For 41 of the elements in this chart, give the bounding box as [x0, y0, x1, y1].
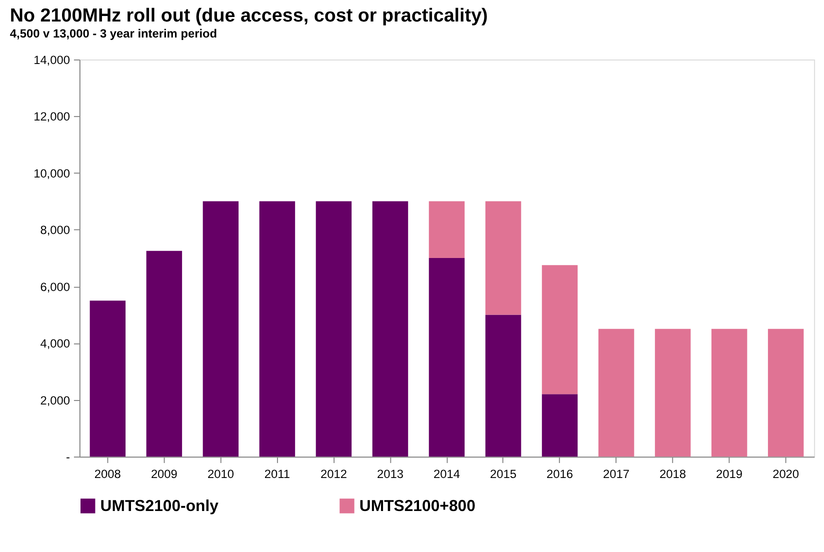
chart-title: No 2100MHz roll out (due access, cost or practicality)	[10, 4, 488, 26]
x-tick-label: 2013	[376, 466, 404, 481]
x-tick-label: 2012	[320, 466, 348, 481]
x-tick-label: 2011	[264, 466, 290, 481]
y-tick-label: -	[66, 450, 70, 464]
x-tick-label: 2016	[546, 466, 574, 481]
bar	[372, 201, 408, 457]
x-tick-label: 2014	[433, 466, 460, 481]
bar	[90, 300, 126, 457]
bar	[542, 394, 578, 457]
x-tick-label: 2018	[660, 466, 686, 481]
bar	[598, 328, 634, 457]
bar	[146, 250, 182, 457]
bar	[485, 314, 522, 457]
bar	[768, 328, 804, 457]
legend-label: UMTS2100+800	[359, 498, 476, 515]
x-tick-label: 2008	[94, 466, 122, 481]
y-tick-label: 2,000	[40, 393, 70, 408]
y-tick-label: 12,000	[34, 110, 70, 124]
y-tick-label: 10,000	[34, 166, 70, 180]
x-tick-label: 2015	[490, 466, 517, 481]
bar	[428, 201, 465, 258]
bar	[428, 258, 465, 457]
bar	[202, 201, 239, 457]
bar	[711, 328, 748, 457]
x-tick-label: 2009	[150, 466, 178, 481]
y-tick-label: 6,000	[40, 280, 70, 294]
x-tick-label: 2017	[603, 466, 630, 481]
bar	[654, 328, 691, 457]
legend-label: UMTS2100-only	[100, 498, 219, 515]
y-tick-label: 8,000	[40, 223, 70, 238]
x-tick-label: 2020	[772, 466, 800, 481]
y-tick-label: 4,000	[40, 336, 70, 351]
x-tick-label: 2019	[716, 466, 743, 481]
y-tick-label: 14,000	[34, 52, 70, 67]
chart-subtitle: 4,500 v 13,000 - 3 year interim period	[10, 26, 218, 41]
bar	[542, 265, 578, 394]
bar	[316, 201, 352, 457]
bar	[259, 201, 296, 457]
bar	[485, 201, 522, 315]
x-tick-label: 2010	[207, 466, 234, 481]
